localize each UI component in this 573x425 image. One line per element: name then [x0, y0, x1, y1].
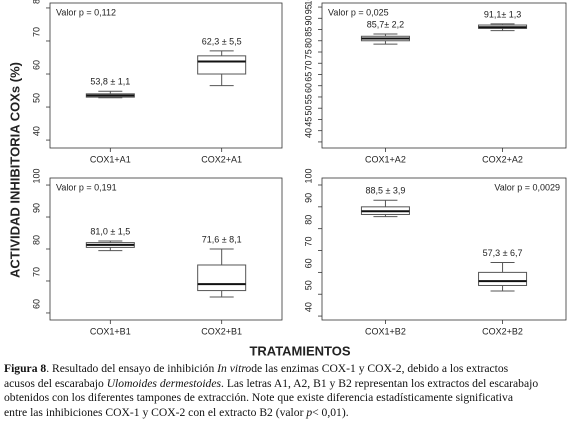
box [197, 55, 247, 75]
y-tick-label: 90 [31, 203, 41, 213]
y-tick-label: 100 [303, 168, 313, 183]
x-tick-label: COX1+A1 [90, 154, 131, 164]
y-tick-label: 90 [303, 193, 313, 203]
x-tick-label: COX1+B2 [365, 326, 406, 336]
y-tick-label: 80 [303, 215, 313, 225]
caption-line: acusos del escarabajo Ulomoides dermesto… [4, 377, 572, 392]
plot-frame [321, 2, 567, 149]
plot-frame [49, 2, 283, 149]
y-tick-label: 65 [303, 72, 313, 82]
caption-text: Figura 8 [4, 362, 47, 375]
x-tick-label: COX2+A2 [482, 154, 523, 164]
annotation: Valor p = 0,025 [328, 7, 389, 17]
y-tick-label: 100 [31, 169, 41, 184]
caption-text: < 0,01). [312, 405, 349, 419]
y-tick-label: 80 [31, 235, 41, 245]
caption-line: entre las inhibiciones COX-1 y COX-2 con… [4, 406, 572, 421]
y-tick-label: 45 [303, 117, 313, 127]
value-label: 91,1± 1,3 [484, 9, 521, 19]
y-tick-label: 75 [303, 49, 313, 59]
box [478, 271, 528, 286]
value-label: 88,5 ± 3,9 [365, 186, 405, 196]
plot-frame [49, 177, 283, 321]
y-tick-label: 50 [303, 280, 313, 290]
x-tick-label: COX1+B1 [90, 326, 131, 336]
annotation: Valor p = 0,191 [56, 182, 117, 192]
value-label: 53,8 ± 1,1 [90, 77, 130, 87]
y-tick-label: 50 [303, 105, 313, 115]
plot-frame [321, 177, 567, 321]
x-tick-label: COX2+B2 [482, 326, 523, 336]
caption-text: entre las inhibiciones COX-1 y COX-2 con… [4, 405, 307, 419]
value-label: 71,6 ± 8,1 [202, 234, 242, 244]
caption-text: . Las letras A1, A2, B1 y B2 representan… [221, 376, 539, 390]
value-label: 85,7± 2,2 [367, 19, 404, 29]
caption-text: p [306, 405, 313, 419]
value-label: 81,0 ± 1,5 [90, 226, 130, 236]
caption: Figura 8. Resultado del ensayo de inhibi… [4, 362, 572, 420]
annotation: Valor p = 0,0029 [494, 182, 560, 192]
y-tick-label: 100 [303, 0, 313, 6]
y-tick-label: 60 [303, 83, 313, 93]
x-axis-label: TRATAMIENTOS [249, 343, 350, 358]
caption-line: Figura 8. Resultado del ensayo de inhibi… [4, 362, 572, 377]
x-tick-label: COX1+A2 [365, 154, 406, 164]
y-tick-label: 90 [303, 16, 313, 26]
annotation: Valor p = 0,112 [56, 7, 116, 17]
x-tick-label: COX2+B1 [201, 326, 242, 336]
y-tick-label: 60 [303, 258, 313, 268]
y-axis-label: ACTIVIDAD INHIBITORIA COXs (%) [7, 62, 22, 278]
x-tick-label: COX2+A1 [201, 154, 242, 164]
box [197, 264, 247, 292]
caption-text: . Resultado del ensayo de inhibición [46, 362, 218, 375]
chart: ACTIVIDAD INHIBITORIA COXs (%) TRATAMIEN… [7, 0, 567, 358]
caption-text: obtenidos con los diferentes tampones de… [4, 391, 513, 405]
value-label: 57,3 ± 6,7 [483, 248, 523, 258]
y-tick-label: 85 [303, 27, 313, 37]
y-tick-label: 60 [31, 299, 41, 309]
y-tick-label: 55 [303, 94, 313, 104]
value-label: 62,3 ± 5,5 [202, 36, 242, 46]
y-tick-label: 70 [303, 60, 313, 70]
caption-text: In vitro [217, 362, 252, 375]
y-tick-label: 40 [303, 128, 313, 138]
y-tick-label: 40 [303, 302, 313, 312]
y-tick-label: 80 [303, 38, 313, 48]
y-tick-label: 60 [31, 60, 41, 70]
y-tick-label: 70 [31, 27, 41, 37]
y-tick-label: 80 [31, 0, 41, 4]
caption-text: de las enzimas COX-1 y COX-2, debido a l… [251, 362, 509, 375]
y-tick-label: 95 [303, 4, 313, 14]
caption-line: obtenidos con los diferentes tampones de… [4, 391, 572, 406]
caption-text: Ulomoides dermestoides [106, 376, 222, 390]
y-tick-label: 70 [303, 237, 313, 247]
caption-text: acusos del escarabajo [4, 376, 107, 390]
y-tick-label: 40 [31, 126, 41, 136]
y-tick-label: 50 [31, 93, 41, 103]
y-tick-label: 70 [31, 267, 41, 277]
